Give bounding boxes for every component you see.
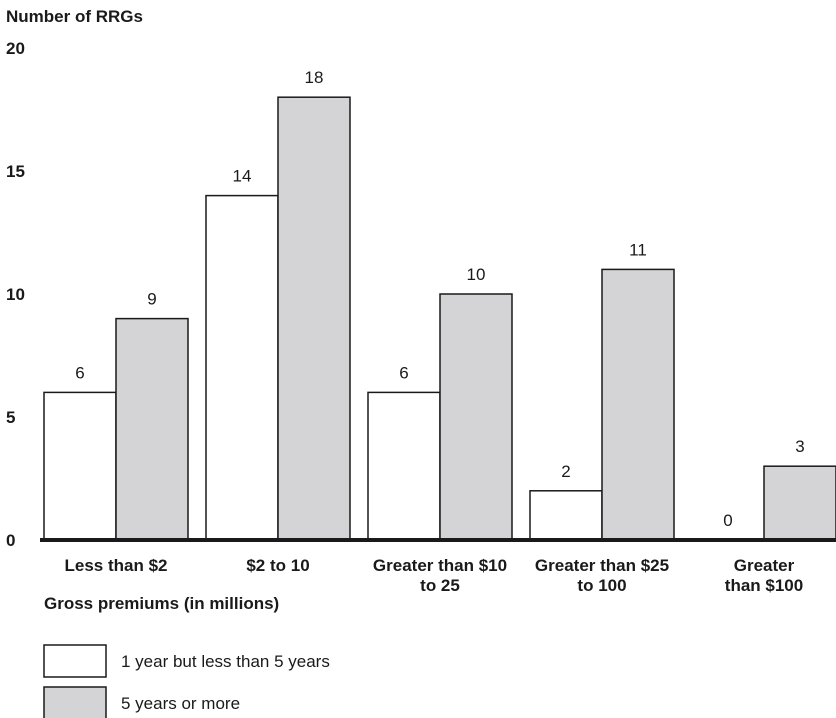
- data-label: 6: [75, 363, 84, 382]
- data-label: 2: [561, 462, 570, 481]
- category-label: Greater than $10 to 25: [373, 556, 507, 595]
- data-label: 11: [629, 240, 647, 259]
- y-axis-label: Number of RRGs: [6, 7, 143, 26]
- bar: [277, 96, 351, 541]
- legend-label: 5 years or more: [121, 694, 240, 713]
- y-tick-label: 5: [6, 408, 15, 427]
- bar: [439, 293, 513, 541]
- bar: [205, 194, 279, 541]
- data-label: 18: [305, 68, 324, 87]
- bar: [529, 490, 603, 541]
- data-label: 6: [399, 363, 408, 382]
- bars: 6 9 14 18 6 10 2 11 0 3: [43, 68, 836, 541]
- category-label: Greater than $100: [725, 556, 803, 595]
- legend-swatch: [43, 644, 107, 678]
- legend: 1 year but less than 5 years 5 years or m…: [43, 644, 330, 718]
- category-labels: Less than $2 $2 to 10 Greater than $10 to 2…: [65, 556, 804, 595]
- x-axis-label: Gross premiums (in millions): [44, 594, 279, 613]
- bar: [115, 317, 189, 541]
- data-label: 9: [147, 290, 156, 309]
- legend-swatch: [43, 686, 107, 718]
- category-label: Less than $2: [65, 556, 168, 575]
- data-label: 10: [467, 265, 486, 284]
- y-tick-label: 15: [6, 162, 25, 181]
- bar: [763, 465, 836, 541]
- data-label: 0: [723, 511, 732, 530]
- legend-label: 1 year but less than 5 years: [121, 652, 330, 671]
- bar: [601, 268, 675, 541]
- y-tick-label: 10: [6, 285, 25, 304]
- category-label: Greater than $25 to 100: [535, 556, 669, 595]
- y-tick-label: 20: [6, 39, 25, 58]
- data-label: 14: [233, 167, 252, 186]
- y-tick-label: 0: [6, 531, 15, 550]
- bar: [43, 391, 117, 541]
- y-axis-ticks: 0 5 10 15 20: [6, 39, 25, 550]
- data-label: 3: [795, 437, 804, 456]
- category-label: $2 to 10: [246, 556, 309, 575]
- bar: [367, 391, 441, 541]
